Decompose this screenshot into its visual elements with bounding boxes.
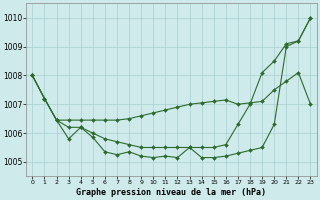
X-axis label: Graphe pression niveau de la mer (hPa): Graphe pression niveau de la mer (hPa) (76, 188, 267, 197)
